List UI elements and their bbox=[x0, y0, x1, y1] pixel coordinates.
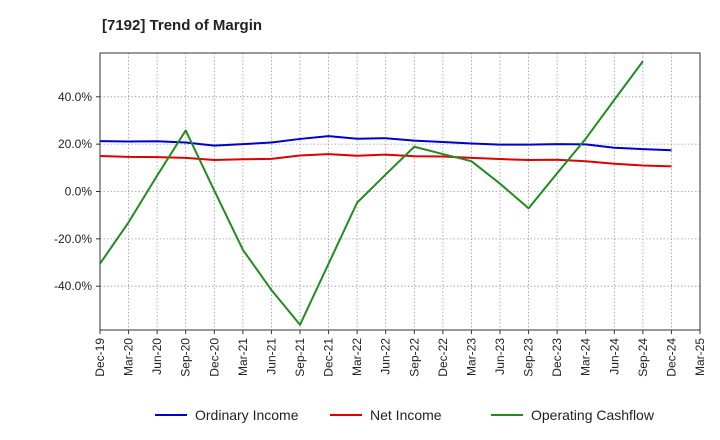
y-axis: 40.0% 20.0% 0.0% -20.0% -40.0% bbox=[54, 90, 100, 293]
legend-label-operating-cashflow: Operating Cashflow bbox=[531, 407, 655, 423]
legend-label-net-income: Net Income bbox=[370, 407, 442, 423]
y-tick-label: -20.0% bbox=[54, 232, 92, 246]
plot-area bbox=[99, 52, 701, 331]
x-tick-label: Jun-20 bbox=[150, 338, 164, 375]
x-tick-label: Jun-24 bbox=[607, 338, 621, 375]
y-tick-label: -40.0% bbox=[54, 279, 92, 293]
x-tick-label: Jun-21 bbox=[264, 338, 278, 375]
x-tick-label: Sep-23 bbox=[522, 338, 536, 377]
x-axis: Dec-19 Mar-20 Jun-20 Sep-20 Dec-20 Mar-21 Jun-… bbox=[93, 330, 707, 377]
x-tick-label: Mar-20 bbox=[122, 338, 136, 376]
chart-title: [7192] Trend of Margin bbox=[102, 17, 262, 34]
x-tick-label: Dec-20 bbox=[207, 338, 221, 377]
series-line-ordinary-income bbox=[99, 135, 672, 152]
x-tick-label: Dec-22 bbox=[436, 338, 450, 377]
legend: Ordinary Income Net Income Operating Cashf… bbox=[155, 407, 655, 423]
x-tick-label: Dec-23 bbox=[550, 338, 564, 377]
grid-lines bbox=[99, 53, 701, 330]
series-line-net-income bbox=[99, 153, 672, 168]
x-tick-label: Mar-21 bbox=[236, 338, 250, 376]
x-tick-label: Dec-21 bbox=[322, 338, 336, 377]
x-tick-label: Mar-24 bbox=[579, 338, 593, 376]
x-tick-label: Sep-20 bbox=[179, 338, 193, 377]
x-tick-label: Mar-25 bbox=[693, 338, 707, 376]
x-tick-label: Mar-22 bbox=[350, 338, 364, 376]
y-tick-label: 20.0% bbox=[58, 137, 92, 151]
x-tick-label: Sep-21 bbox=[293, 338, 307, 377]
x-tick-label: Dec-24 bbox=[664, 338, 678, 377]
x-tick-label: Mar-23 bbox=[464, 338, 478, 376]
x-tick-label: Jun-22 bbox=[379, 338, 393, 375]
x-tick-label: Sep-22 bbox=[407, 338, 421, 377]
legend-label-ordinary-income: Ordinary Income bbox=[195, 407, 299, 423]
y-tick-label: 0.0% bbox=[65, 185, 93, 199]
y-tick-label: 40.0% bbox=[58, 90, 92, 104]
x-tick-label: Sep-24 bbox=[636, 338, 650, 377]
series-lines bbox=[99, 60, 672, 326]
x-tick-label: Dec-19 bbox=[93, 338, 107, 377]
x-tick-label: Jun-23 bbox=[493, 338, 507, 375]
series-line-operating-cashflow bbox=[99, 60, 644, 326]
